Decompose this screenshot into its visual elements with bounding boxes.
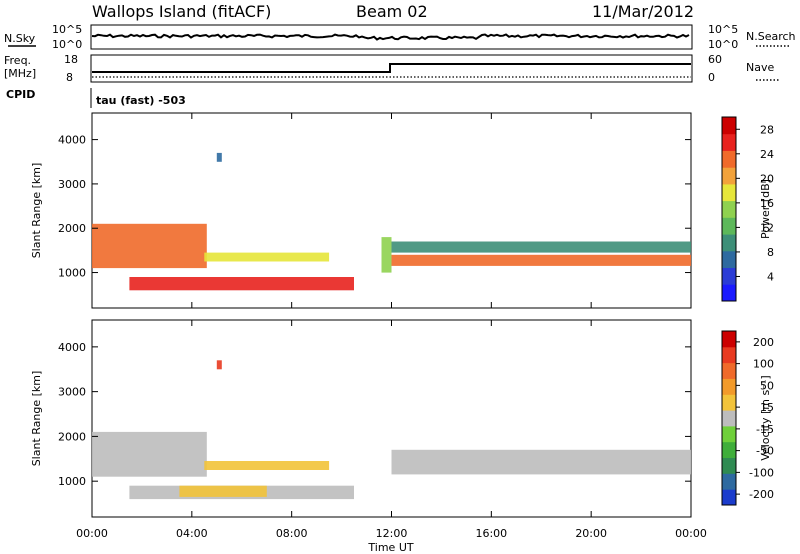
y-tick-label: 1000 (58, 267, 86, 280)
freq-label-line1: Freq. (4, 54, 31, 67)
colorbar-segment (722, 217, 736, 235)
nsearch-label: N.Search (746, 30, 796, 43)
nsky-right-tick-top: 10^5 (708, 23, 738, 36)
beam-label: Beam 02 (356, 2, 428, 21)
nsky-series-line (91, 33, 690, 41)
power-echo-band (391, 241, 691, 253)
colorbar-segment (722, 167, 736, 185)
nsky-right-tick-bottom: 10^0 (708, 38, 738, 51)
y-axis-label: Slant Range [km] (30, 163, 43, 259)
velocity-echo-band (216, 360, 222, 370)
colorbar-tick-label: 16 (760, 197, 774, 210)
nsky-left-tick-bottom: 10^0 (52, 38, 82, 51)
colorbar-segment (722, 284, 736, 302)
colorbar-segment (722, 250, 736, 268)
nave-label: Nave (746, 61, 774, 74)
nsky-label: N.Sky (4, 32, 36, 45)
colorbar-label: Velocity [m s⁻¹] (759, 375, 772, 460)
plot-frame (91, 112, 692, 309)
colorbar-segment (722, 441, 736, 458)
y-tick-label: 2000 (58, 430, 86, 443)
velocity-echo-band (204, 461, 330, 470)
cpid-label: CPID (6, 88, 35, 101)
y-axis-label: Slant Range [km] (30, 371, 43, 467)
power-echo-band (391, 254, 691, 266)
power-echo-band (381, 237, 392, 273)
colorbar-tick-label: -15 (756, 423, 774, 436)
y-tick-label: 3000 (58, 386, 86, 399)
colorbar-segment (722, 394, 736, 411)
colorbar-tick-label: 12 (760, 221, 774, 234)
colorbar-tick-label: 100 (753, 358, 774, 371)
y-tick-label: 3000 (58, 178, 86, 191)
cpid-value: tau (fast) -503 (96, 94, 186, 107)
nsky-left-tick-top: 10^5 (52, 23, 82, 36)
colorbar-tick-label: -50 (756, 445, 774, 458)
time-axis-label: Time UT (367, 541, 413, 554)
colorbar-tick-label: 28 (760, 123, 774, 136)
colorbar-segment (722, 346, 736, 364)
colorbar-tick-label: 15 (760, 401, 774, 414)
colorbar-segment (722, 200, 736, 218)
freq-label-line2: [MHz] (4, 67, 36, 80)
freq-right-tick-top: 60 (708, 53, 722, 66)
colorbar-segment (722, 234, 736, 252)
colorbar-segment (722, 410, 736, 427)
freq-right-tick-bottom: 0 (708, 71, 715, 84)
x-tick-label: 00:00 (675, 527, 707, 540)
freq-left-tick-bottom: 8 (66, 71, 73, 84)
power-panel: 1000 2000 3000 4000 Slant Range [km] 4 8 12 16 20… (30, 112, 774, 309)
colorbar-segment (722, 489, 736, 506)
y-tick-label: 2000 (58, 222, 86, 235)
colorbar-label: Power [dB] (759, 179, 772, 239)
x-tick-label: 16:00 (475, 527, 507, 540)
colorbar-tick-label: 4 (767, 270, 774, 283)
colorbar-segment (722, 425, 736, 443)
colorbar-segment (722, 183, 736, 202)
y-tick-label: 1000 (58, 475, 86, 488)
colorbar-segment (722, 133, 736, 151)
y-tick-label: 4000 (58, 341, 86, 354)
colorbar-segment (722, 150, 736, 168)
colorbar-tick-label: 20 (760, 172, 774, 185)
colorbar-frame (721, 116, 737, 302)
colorbar-segment (722, 117, 736, 135)
colorbar-segment (722, 457, 736, 474)
velocity-echo-band (179, 485, 267, 497)
x-tick-label: 08:00 (276, 527, 308, 540)
velocity-echo-band (92, 431, 207, 477)
station-title: Wallops Island (fitACF) (92, 2, 271, 21)
colorbar-tick-label: 8 (767, 246, 774, 259)
x-tick-label: 04:00 (176, 527, 208, 540)
colorbar-frame (721, 330, 737, 506)
colorbar-segment (722, 362, 736, 379)
x-tick-label: 12:00 (376, 527, 408, 540)
freq-series-line (92, 63, 691, 73)
nsky-panel-frame (90, 24, 693, 50)
x-tick-label: 00:00 (76, 527, 108, 540)
colorbar-segment (722, 331, 736, 348)
x-tick-label: 20:00 (575, 527, 607, 540)
colorbar-segment (722, 473, 736, 490)
freq-left-tick-top: 18 (64, 53, 78, 66)
power-echo-band (92, 223, 207, 269)
velocity-echo-band (391, 449, 691, 475)
colorbar-tick-label: -100 (749, 466, 774, 479)
colorbar-segment (722, 378, 736, 395)
power-echo-band (129, 277, 354, 291)
colorbar-tick-label: 50 (760, 379, 774, 392)
colorbar-tick-label: -200 (749, 488, 774, 501)
colorbar-tick-label: 24 (760, 148, 774, 161)
velocity-panel: 1000 2000 3000 4000 00:00 04:00 08:00 12:00 16:0… (30, 319, 774, 540)
y-tick-label: 4000 (58, 134, 86, 147)
date-label: 11/Mar/2012 (592, 2, 694, 21)
colorbar-tick-label: 200 (753, 336, 774, 349)
plot-frame (91, 319, 692, 518)
power-echo-band (204, 252, 330, 262)
colorbar-segment (722, 267, 736, 285)
freq-panel-frame (90, 54, 693, 83)
power-echo-band (216, 152, 222, 162)
